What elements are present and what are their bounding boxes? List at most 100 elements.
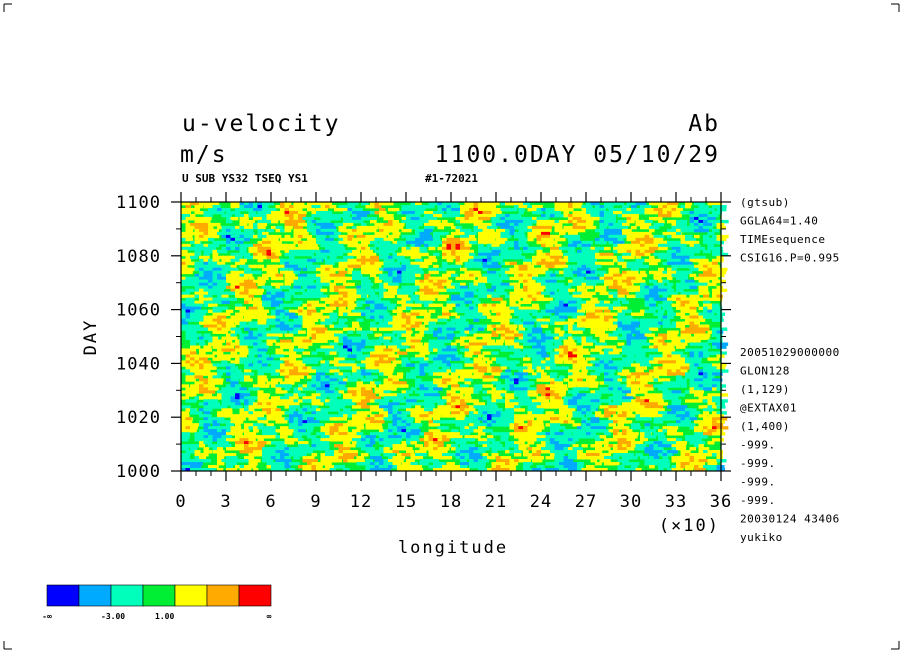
heatmap-cell (235, 237, 244, 242)
heatmap-cell (262, 246, 271, 251)
heatmap-cell (257, 312, 268, 316)
heatmap-cell (532, 228, 541, 233)
heatmap-cell (338, 270, 348, 275)
heatmap-cell (275, 348, 284, 352)
heatmap-cell (541, 231, 550, 236)
heatmap-cell (221, 228, 229, 233)
heatmap-cell (469, 399, 479, 403)
heatmap-cell (199, 366, 208, 370)
heatmap-cell (194, 303, 203, 308)
heatmap-cell (253, 270, 262, 275)
heatmap-cell (536, 363, 546, 367)
heatmap-cell (491, 378, 498, 382)
heatmap-cell (248, 354, 255, 358)
heatmap-cell (644, 330, 652, 334)
heatmap-cell (716, 210, 722, 215)
heatmap-cell (406, 288, 417, 293)
heatmap-cell (644, 246, 654, 251)
heatmap-cell (284, 342, 296, 346)
heatmap-cell (608, 351, 620, 355)
heatmap-cell (662, 333, 671, 337)
heatmap-cell (649, 279, 657, 284)
heatmap-cell (275, 306, 284, 310)
heatmap-cell (604, 246, 611, 251)
heatmap-cell (221, 267, 234, 272)
heatmap-cell (410, 315, 417, 319)
heatmap-cell (644, 387, 654, 391)
sub-left-label: U SUB YS32 TSEQ YS1 (182, 172, 308, 185)
heatmap-cell (271, 372, 280, 376)
heatmap-cell (604, 273, 613, 278)
heatmap-cell (275, 285, 284, 290)
heatmap-cell (478, 225, 490, 230)
heatmap-cell (680, 300, 687, 305)
heatmap-cell (608, 366, 616, 370)
heatmap-cell (338, 333, 348, 337)
heatmap-cell (392, 207, 400, 212)
heatmap-cell (617, 315, 629, 319)
heatmap-cell (568, 309, 579, 313)
heatmap-cell (424, 318, 432, 322)
heatmap-cell (550, 366, 560, 370)
heatmap-cell (221, 327, 234, 331)
heatmap-cell (613, 210, 623, 215)
heatmap-cell (487, 390, 496, 394)
heatmap-cell (496, 345, 503, 349)
heatmap-cell (680, 210, 687, 215)
heatmap-cell (406, 240, 418, 245)
heatmap-cell (527, 288, 534, 293)
heatmap-cell (446, 393, 455, 397)
heatmap-cell (365, 315, 372, 319)
heatmap-cell (554, 303, 561, 308)
heatmap-cell (248, 387, 260, 391)
heatmap-cell (509, 354, 518, 358)
heatmap-cell (698, 210, 709, 215)
heatmap-cell (716, 342, 729, 346)
heatmap-cell (190, 378, 196, 382)
heatmap-cell (464, 246, 471, 251)
heatmap-cell (635, 202, 642, 206)
heatmap-cell (199, 291, 211, 296)
heatmap-cell (554, 345, 563, 349)
heatmap-cell (275, 315, 284, 319)
heatmap-cell (590, 381, 599, 385)
heatmap-cell (563, 396, 573, 400)
heatmap-cell (554, 378, 563, 382)
heatmap-cell (316, 202, 323, 206)
heatmap-cell (379, 312, 387, 316)
heatmap-cell (406, 375, 415, 379)
heatmap-cell (361, 240, 372, 245)
heatmap-cell (244, 366, 256, 370)
heatmap-cell (464, 378, 473, 382)
heatmap-cell (505, 363, 517, 367)
heatmap-cell (496, 390, 504, 394)
heatmap-cell (703, 207, 715, 212)
heatmap-cell (275, 321, 282, 325)
heatmap-cell (505, 306, 514, 310)
heatmap-cell (397, 372, 404, 376)
heatmap-cell (374, 276, 381, 281)
heatmap-cell (230, 396, 237, 400)
heatmap-cell (604, 357, 612, 361)
heatmap-cell (532, 285, 540, 290)
heatmap-cell (239, 291, 250, 296)
heatmap-cell (415, 210, 426, 215)
heatmap-cell (541, 399, 550, 403)
heatmap-cell (590, 384, 598, 388)
heatmap-cell (523, 333, 531, 337)
heatmap-cell (352, 372, 364, 376)
heatmap-cell (716, 327, 728, 331)
heatmap-cell (635, 219, 644, 224)
heatmap-cell (451, 240, 460, 245)
heatmap-cell (370, 258, 380, 263)
heatmap-cell (680, 381, 687, 385)
heatmap-cell (487, 279, 495, 284)
heatmap-cell (509, 297, 521, 302)
heatmap-cell (707, 366, 720, 370)
heatmap-cell (190, 393, 197, 397)
heatmap-cell (653, 288, 661, 293)
heatmap-cell (244, 339, 255, 343)
heatmap-cell (307, 237, 316, 242)
heatmap-cell (518, 240, 527, 245)
heatmap-cell (226, 216, 232, 221)
